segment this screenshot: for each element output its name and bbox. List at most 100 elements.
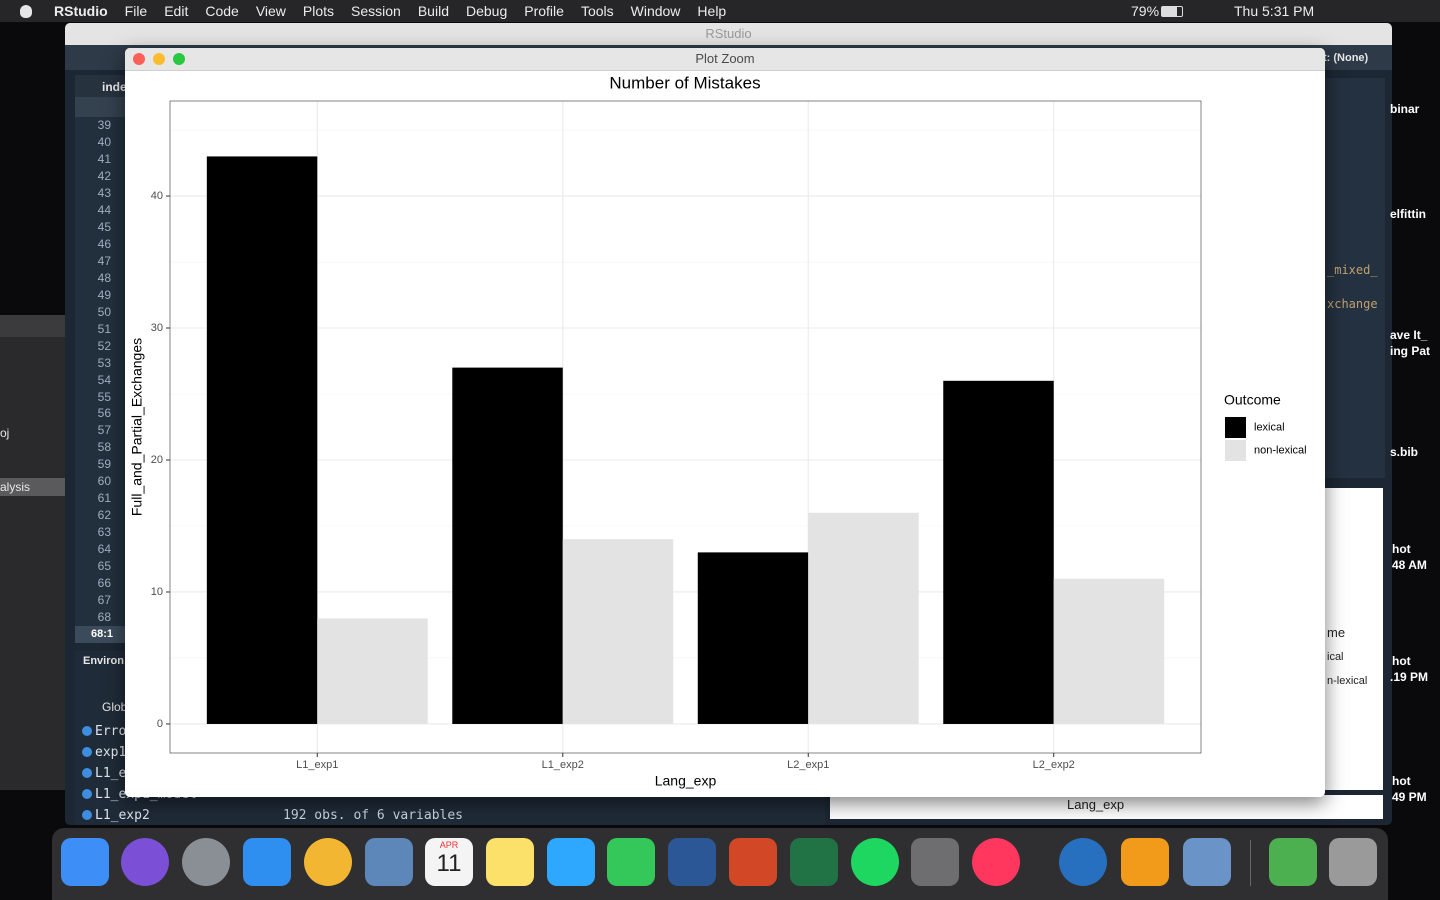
environment-scope[interactable]: Glob (102, 700, 128, 714)
desktop-label[interactable]: ing Pat (1390, 344, 1431, 358)
dock-icon[interactable] (182, 838, 230, 886)
dock-icon[interactable] (972, 838, 1020, 886)
line-number: 51 (97, 321, 111, 336)
line-number: 46 (97, 236, 111, 251)
dock-icon[interactable] (1183, 838, 1231, 886)
dock-icon[interactable] (1329, 838, 1377, 886)
bar (808, 512, 919, 724)
line-number: 60 (97, 474, 111, 489)
line-number: 49 (97, 287, 111, 302)
line-gutter (75, 117, 125, 642)
dock-icon[interactable] (790, 838, 838, 886)
desktop-label[interactable]: ave It_ (1390, 328, 1428, 342)
dock: APR 11 (52, 828, 1388, 900)
menu-item[interactable]: Build (417, 3, 449, 19)
menu-item[interactable]: Help (697, 3, 727, 19)
dock-icon[interactable] (243, 838, 291, 886)
desktop-label[interactable]: hot (1392, 542, 1411, 556)
zoom-button[interactable] (173, 53, 185, 65)
clock[interactable]: Thu 5:31 PM (1234, 3, 1315, 19)
dock-icon[interactable] (547, 838, 595, 886)
dock-icon[interactable] (304, 838, 352, 886)
menu-item[interactable]: Plots (302, 3, 335, 19)
dock-icon[interactable] (121, 838, 169, 886)
menu-item[interactable]: Code (205, 3, 239, 19)
desktop-label[interactable]: 49 PM (1392, 790, 1427, 804)
menu-item[interactable]: View (255, 3, 286, 19)
y-tick-label: 20 (151, 454, 163, 466)
x-tick-label: L1_exp1 (296, 759, 338, 771)
battery-icon (1161, 6, 1183, 17)
desktop-label[interactable]: 48 AM (1392, 558, 1427, 572)
dock-icon[interactable] (1269, 838, 1317, 886)
bar (697, 552, 809, 724)
editor-tab[interactable]: inde (102, 80, 127, 94)
line-number: 55 (97, 389, 111, 404)
line-number: 42 (97, 168, 111, 183)
env-icon (82, 726, 92, 736)
menu-item[interactable]: File (124, 3, 148, 19)
line-number: 67 (97, 593, 111, 608)
legend-label: lexical (1254, 421, 1285, 433)
project-menu[interactable]: t: (None) (1323, 52, 1369, 64)
viewer-pane (1325, 488, 1383, 790)
dock-icon[interactable] (729, 838, 777, 886)
line-number: 41 (97, 151, 111, 166)
menu-item[interactable]: Debug (465, 3, 508, 19)
desktop-label[interactable]: .19 PM (1390, 670, 1429, 684)
bar (452, 367, 563, 724)
side-window (0, 315, 66, 790)
dock-icon[interactable] (365, 838, 413, 886)
desktop-label[interactable]: hot (1392, 774, 1411, 788)
menu-item[interactable]: Window (630, 3, 681, 19)
menu-item[interactable]: Edit (164, 3, 189, 19)
menu-item[interactable]: Profile (524, 3, 564, 19)
environment-tab[interactable]: Environ (83, 655, 124, 667)
editor-fragment: xchange (1327, 297, 1378, 311)
dock-icon[interactable] (61, 838, 109, 886)
line-number: 47 (97, 253, 111, 268)
y-tick-label: 0 (157, 718, 163, 730)
line-number: 65 (97, 559, 111, 574)
env-item[interactable]: L1_exp2 (95, 808, 150, 823)
legend-key (1225, 417, 1246, 438)
minimize-button[interactable] (153, 53, 165, 65)
desktop-label[interactable]: binar (1390, 102, 1420, 116)
env-item[interactable]: Erro (95, 724, 127, 739)
y-tick-label: 30 (151, 322, 163, 334)
battery[interactable]: 79% (1131, 3, 1160, 19)
desktop-label[interactable]: elfittin (1390, 207, 1426, 221)
side-label: alysis (0, 480, 31, 494)
close-button[interactable] (133, 53, 145, 65)
desktop-label[interactable]: hot (1392, 654, 1411, 668)
dock-icon[interactable] (486, 838, 534, 886)
dock-icon[interactable] (607, 838, 655, 886)
line-number: 63 (97, 525, 111, 540)
dock-icon[interactable] (1121, 838, 1169, 886)
env-item[interactable]: L1_e (95, 766, 127, 781)
menu-item[interactable]: Tools (580, 3, 614, 19)
bar (1053, 578, 1165, 724)
dock-icon[interactable]: APR 11 (425, 838, 473, 886)
plots-pane (830, 795, 1383, 819)
bar (206, 156, 318, 724)
app-menu[interactable]: RStudio (54, 3, 108, 19)
desktop-label[interactable]: s.bib (1390, 445, 1419, 459)
legend-label: non-lexical (1254, 444, 1307, 456)
viewer-fragment: ical (1327, 651, 1344, 663)
dock-icon[interactable] (1059, 838, 1107, 886)
dock-icon[interactable] (668, 838, 716, 886)
side-toolbar (0, 315, 66, 337)
line-number: 45 (97, 219, 111, 234)
cursor-bar (75, 626, 125, 643)
bar (317, 618, 428, 724)
line-number: 59 (97, 457, 111, 472)
line-number: 52 (97, 338, 111, 353)
env-item[interactable]: exp1 (95, 745, 127, 760)
cursor-position: 68:1 (90, 628, 113, 640)
dock-icon[interactable] (851, 838, 899, 886)
menu-item[interactable]: Session (351, 3, 401, 19)
apple-menu[interactable] (20, 5, 32, 18)
menus: RStudio File Edit Code View Plots Session Buil… (54, 0, 726, 22)
dock-icon[interactable] (911, 838, 959, 886)
